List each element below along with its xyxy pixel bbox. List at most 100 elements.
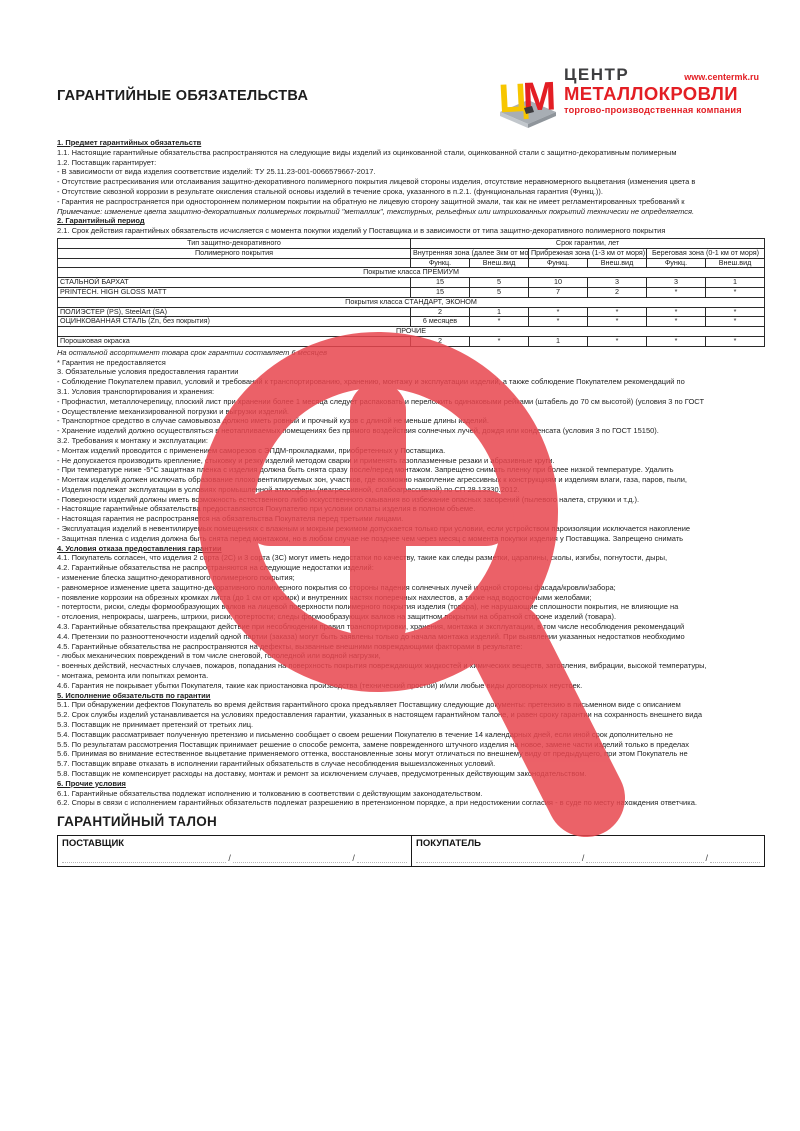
table-row: ПОЛИЭСТЕР (PS), SteelArt (SA) 2 1 * * * * — [57, 306, 766, 318]
warranty-value-cell: 6 месяцев — [410, 316, 470, 328]
company-logo: Ц М ЦЕНТР www.centermk.ru МЕТАЛЛОКРОВЛИ … — [497, 66, 759, 132]
slash-separator: / — [352, 853, 355, 863]
signature-field — [416, 861, 580, 863]
text-line: - монтажа, ремонта или попытках ремонта. — [57, 671, 209, 681]
text-line: 4.4. Претензии по разнооттеночности изде… — [57, 631, 685, 641]
warranty-value-cell: * — [587, 316, 647, 328]
text-line: - отслоения, непрокрасы, шагрень, штрихи… — [57, 612, 617, 622]
text-line: 1.1. Настоящие гарантийные обязательства… — [57, 147, 677, 157]
brand-name-bottom: МЕТАЛЛОКРОВЛИ — [564, 83, 738, 104]
warranty-value-cell: 5 — [469, 286, 529, 298]
buyer-signature-line: / / — [416, 849, 760, 863]
warranty-period-table: Тип защитно-декоративного Срок гарантии, … — [56, 237, 766, 347]
coating-class-row: Покрытие класса ПРЕМИУМ — [56, 267, 766, 279]
signature-field — [62, 861, 227, 863]
coating-name-cell: ПОЛИЭСТЕР (PS), SteelArt (SA) — [57, 306, 411, 318]
text-line: 4.2. Гарантийные обязательства не распро… — [57, 563, 374, 573]
text-line: 2.1. Срок действия гарантийных обязатель… — [57, 226, 666, 236]
warranty-value-cell: 2 — [587, 286, 647, 298]
text-line: - Профнастил, металлочерепицу, плоский л… — [57, 396, 705, 406]
table-row: СТАЛЬНОЙ БАРХАТ 15 5 10 3 3 1 — [57, 277, 766, 288]
coupon-table: ПОСТАВЩИК / / ПОКУПАТЕЛЬ / / — [57, 835, 765, 867]
text-line: - Поверхности изделий должны иметь возмо… — [57, 494, 640, 504]
zone-header: Береговая зона (0-1 км от моря) — [645, 247, 766, 259]
section-heading-line: 5. Исполнение обязательств по гарантии — [57, 690, 211, 700]
sub-header: Функц. — [646, 257, 706, 269]
text-line: 3. Обязательные условия предоставления г… — [57, 367, 239, 377]
coupon-title: ГАРАНТИЙНЫЙ ТАЛОН — [57, 814, 218, 829]
slash-separator: / — [228, 853, 231, 863]
sub-header: Внеш.вид — [704, 257, 766, 269]
text-line: - Хранение изделий должно осуществляться… — [57, 426, 659, 436]
text-line: - Монтаж изделий должен исключать образо… — [57, 475, 687, 485]
section-heading-line: 2. Гарантийный период — [57, 216, 145, 226]
document-body: 1. Предмет гарантийных обязательств 1.1. … — [56, 138, 766, 808]
text-line: - Транспортное средство в случае самовыв… — [57, 416, 489, 426]
signature-field — [586, 861, 704, 863]
text-line: - любых механических повреждений в том ч… — [57, 651, 381, 661]
supplier-signature-line: / / — [62, 849, 407, 863]
warranty-value-cell: * — [704, 286, 766, 298]
table-col1-header: Полимерного покрытия — [57, 247, 411, 259]
signature-field — [356, 861, 407, 863]
table-col1-header: Тип защитно-декоративного — [57, 237, 411, 249]
warranty-value-cell: 15 — [410, 277, 470, 288]
warranty-value-cell: * — [646, 316, 706, 328]
text-line: - Монтаж изделий проводится с применение… — [57, 445, 446, 455]
supplier-label: ПОСТАВЩИК — [62, 838, 125, 849]
text-line: * Гарантия не предоставляется — [57, 357, 166, 367]
text-line: 4.5. Гарантийные обязательства не распро… — [57, 641, 523, 651]
text-line: - При температуре ниже -5°С защитная пле… — [57, 465, 674, 475]
coating-name-cell: СТАЛЬНОЙ БАРХАТ — [57, 277, 411, 288]
text-line: - Изделия подлежат эксплуатации в услови… — [57, 484, 520, 494]
svg-text:Ц: Ц — [497, 76, 528, 121]
coating-name-cell: Порошковая окраска — [57, 335, 411, 347]
warranty-value-cell: 3 — [587, 277, 647, 288]
text-line: - В зависимости от вида изделия соответс… — [57, 167, 376, 177]
warranty-value-cell: * — [528, 316, 588, 328]
brand-name-top: ЦЕНТР — [564, 65, 630, 84]
table-row: ОЦИНКОВАННАЯ СТАЛЬ (Zn, без покрытия) 6 м… — [57, 316, 766, 328]
zone-header: Прибрежная зона (1-3 км от моря) — [528, 247, 647, 259]
sub-header: Внеш.вид — [469, 257, 529, 269]
text-line: 5.5. По результатам рассмотрения Поставщ… — [57, 739, 690, 749]
table-row: PRINTECH. HIGH GLOSS MATT 15 5 7 2 * * — [57, 286, 766, 298]
table-row: Порошковая окраска 2 * 1 * * * — [57, 335, 766, 347]
text-line: - Настоящие гарантийные обязательства пр… — [57, 504, 476, 514]
warranty-value-cell: * — [469, 335, 529, 347]
sub-header: Функц. — [410, 257, 470, 269]
slash-separator: / — [705, 853, 709, 863]
text-line: 3.1. Условия транспортирования и хранени… — [57, 386, 215, 396]
warranty-value-cell: * — [646, 335, 706, 347]
warranty-value-cell: 2 — [410, 306, 470, 318]
text-line: 5.4. Поставщик рассматривает полученную … — [57, 729, 673, 739]
warranty-value-cell: 2 — [410, 335, 470, 347]
coating-class-row: ПРОЧИЕ — [56, 326, 766, 337]
buyer-cell: ПОКУПАТЕЛЬ / / — [411, 836, 764, 866]
text-line: - Гарантия не распространяется при однос… — [57, 196, 685, 206]
text-line: 5.3. Поставщик не принимает претензий от… — [57, 720, 254, 730]
warranty-value-cell: 1 — [704, 277, 766, 288]
buyer-label: ПОКУПАТЕЛЬ — [416, 838, 482, 849]
text-line: 6.1. Гарантийные обязательства подлежат … — [57, 788, 483, 798]
text-line: - равномерное изменение цвета защитно-де… — [57, 582, 616, 592]
warranty-value-cell: * — [704, 316, 766, 328]
text-line: 4.1. Покупатель согласен, что изделия 2 … — [57, 553, 668, 563]
warranty-value-cell: * — [704, 306, 766, 318]
text-line: - Эксплуатация изделий в невентилируемых… — [57, 524, 691, 534]
sub-header: Функц. — [528, 257, 588, 269]
warranty-coupon: ГАРАНТИЙНЫЙ ТАЛОН ПОСТАВЩИК / / ПОКУПАТЕЛ… — [57, 814, 765, 867]
company-tagline: торгово-производственная компания — [564, 105, 742, 115]
text-line: - Защитная пленка с изделия должна быть … — [57, 533, 684, 543]
warranty-value-cell: * — [528, 306, 588, 318]
text-line: - появление коррозии на обрезных кромках… — [57, 592, 592, 602]
signature-field — [232, 861, 351, 863]
section-heading-line: 6. Прочие условия — [57, 778, 126, 788]
text-line: 1.2. Поставщик гарантирует: — [57, 157, 157, 167]
text-line: На остальной ассортимент товара срок гар… — [57, 347, 328, 357]
signature-field — [710, 861, 760, 863]
text-line: - Осуществление механизированной погрузк… — [57, 406, 290, 416]
text-block-top: 1. Предмет гарантийных обязательств 1.1. … — [57, 138, 765, 236]
text-line: 5.8. Поставщик не компенсирует расходы н… — [57, 769, 587, 778]
text-line: - Соблюдение Покупателем правил, условий… — [57, 377, 685, 387]
